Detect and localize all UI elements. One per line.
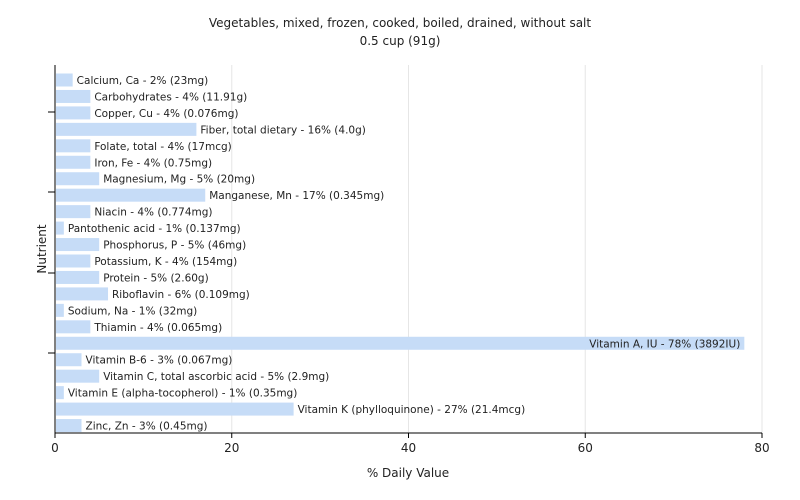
bar-label: Vitamin C, total ascorbic acid - 5% (2.9… [103,371,329,383]
bar-label: Potassium, K - 4% (154mg) [94,256,237,268]
chart-subtitle: 0.5 cup (91g) [360,34,441,48]
bar-label: Phosphorus, P - 5% (46mg) [103,240,246,252]
bar [56,221,64,235]
bar-label: Vitamin K (phylloquinone) - 27% (21.4mcg… [298,404,526,416]
bar [56,353,82,367]
bar [56,238,100,252]
bar-label: Magnesium, Mg - 5% (20mg) [103,174,255,186]
bar [56,254,91,268]
x-tick-label: 80 [754,441,769,455]
bar-label: Vitamin B-6 - 3% (0.067mg) [86,355,233,367]
bar [56,155,91,169]
bar-label: Carbohydrates - 4% (11.91g) [94,91,247,103]
x-tick-label: 40 [401,441,416,455]
bar-label: Vitamin A, IU - 78% (3892IU) [589,338,740,350]
bar [56,89,91,103]
x-axis-label: % Daily Value [367,466,449,480]
bar [56,172,100,186]
bar-label: Sodium, Na - 1% (32mg) [68,305,197,317]
bar [56,287,109,301]
bar [56,122,197,136]
bar-label: Vitamin E (alpha-tocopherol) - 1% (0.35m… [68,388,298,400]
bar-label: Pantothenic acid - 1% (0.137mg) [68,223,241,235]
bar-label: Niacin - 4% (0.774mg) [94,207,212,219]
bar [56,270,100,284]
y-axis-label: Nutrient [35,224,49,274]
bar [56,106,91,120]
bar [56,205,91,219]
bar-label: Copper, Cu - 4% (0.076mg) [94,108,238,120]
x-tick-label: 60 [578,441,593,455]
bar-label: Folate, total - 4% (17mcg) [94,141,231,153]
bar-label: Manganese, Mn - 17% (0.345mg) [209,190,384,202]
bar [56,336,745,350]
bar [56,386,64,400]
bar [56,402,294,416]
x-tick-label: 0 [51,441,59,455]
bar-label: Fiber, total dietary - 16% (4.0g) [200,124,365,136]
grid-lines [231,65,763,433]
bar [56,303,64,317]
bar [56,369,100,383]
x-tick-label: 20 [224,441,239,455]
bar [56,188,206,202]
bar [56,139,91,153]
axes: 0 20 40 60 80 [48,65,770,455]
bar-label: Zinc, Zn - 3% (0.45mg) [86,421,208,433]
bar [56,419,82,433]
bar-label: Thiamin - 4% (0.065mg) [93,322,222,334]
bar-label: Iron, Fe - 4% (0.75mg) [94,157,212,169]
chart-title: Vegetables, mixed, frozen, cooked, boile… [209,16,591,30]
bar [56,73,73,87]
bar [56,320,91,334]
bar-label: Protein - 5% (2.60g) [103,272,209,284]
bar-label: Riboflavin - 6% (0.109mg) [112,289,250,301]
bars: Calcium, Ca - 2% (23mg) Carbohydrates - 4… [56,73,745,433]
bar-label: Calcium, Ca - 2% (23mg) [77,75,209,87]
